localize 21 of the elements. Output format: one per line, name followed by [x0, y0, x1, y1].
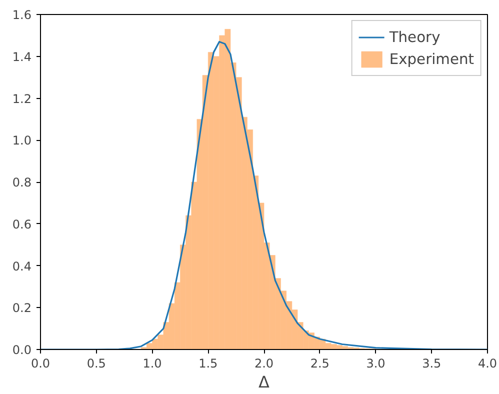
x-tick-label: 2.0 — [254, 356, 274, 370]
legend-label: Theory — [389, 28, 440, 46]
x-tick-label: 0.0 — [30, 356, 50, 370]
y-tick-label: 1.2 — [12, 92, 32, 106]
y-tick-label: 0.4 — [12, 259, 32, 274]
y-tick-label: 0.6 — [12, 217, 32, 232]
x-tick-label: 1.5 — [198, 356, 218, 370]
x-axis-title: Δ — [258, 372, 270, 392]
y-tick-label: 1.6 — [12, 8, 32, 22]
x-tick-label: 3.5 — [422, 356, 442, 370]
x-tick-label: 1.0 — [142, 356, 162, 370]
y-tick-label: 1.0 — [12, 134, 32, 148]
y-tick-label: 0.2 — [12, 301, 32, 316]
y-tick-label: 0.8 — [12, 176, 32, 190]
y-tick-label: 1.4 — [12, 50, 32, 64]
y-tick-label: 0.0 — [12, 343, 32, 357]
x-tick-label: 2.5 — [310, 356, 330, 370]
x-tick-label: 0.5 — [86, 356, 106, 370]
x-tick-label: 4.0 — [478, 356, 498, 370]
x-tick-label: 3.0 — [366, 356, 386, 370]
legend-label: Experiment — [389, 50, 474, 68]
